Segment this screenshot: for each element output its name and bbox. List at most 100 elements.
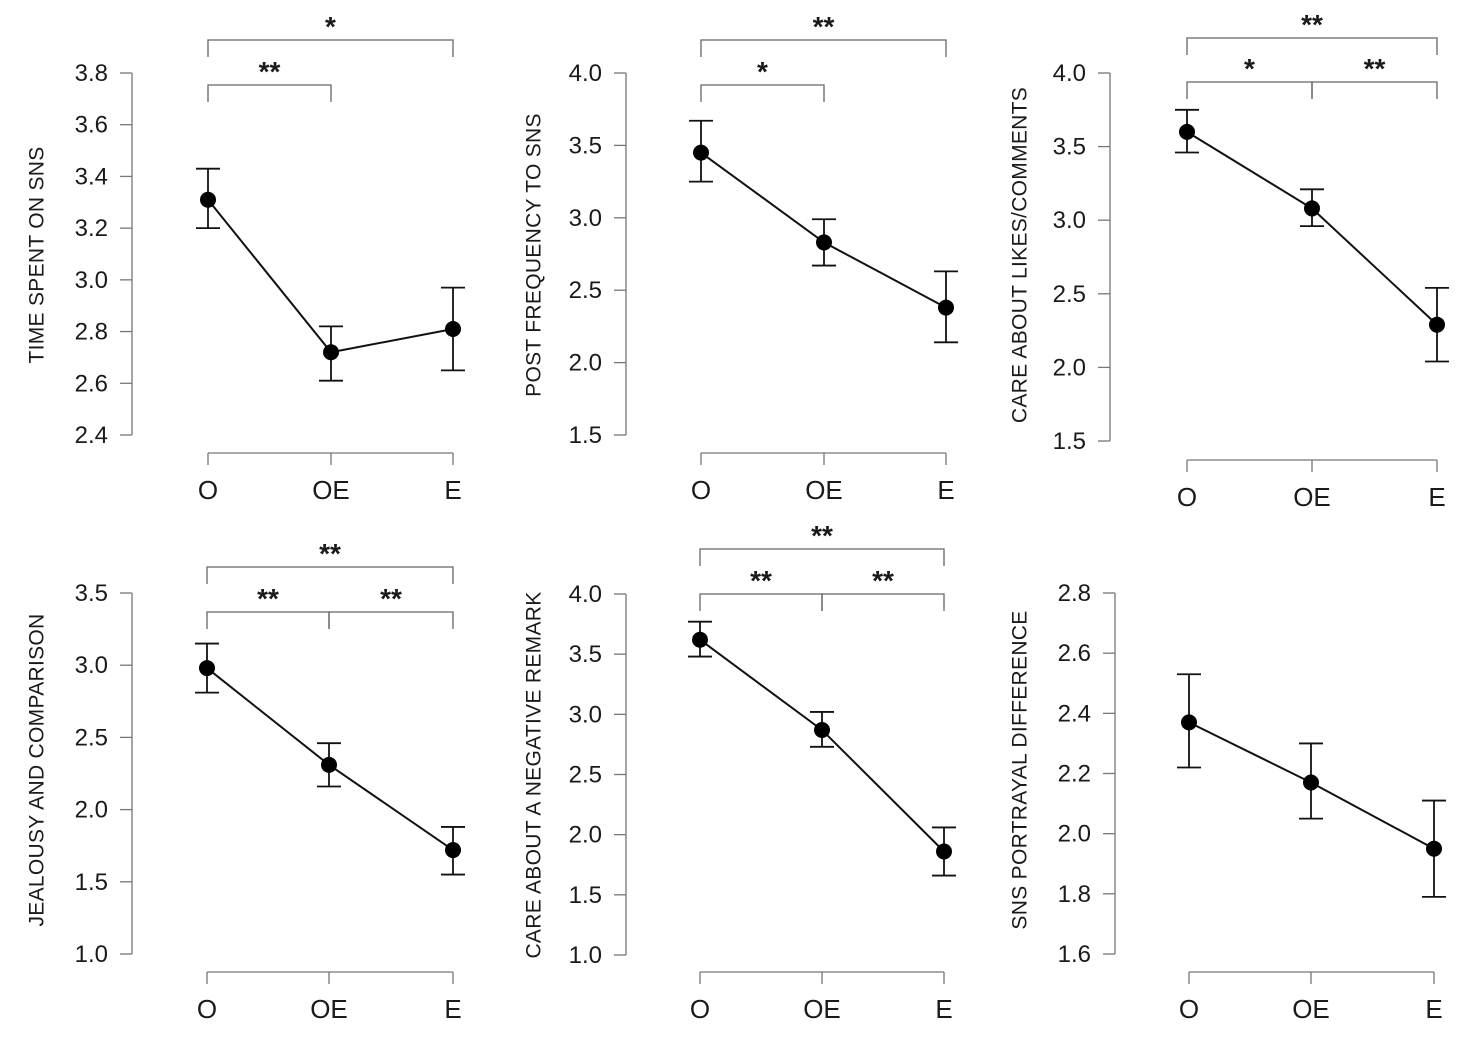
significance-bracket: [206, 566, 454, 584]
data-point: [1181, 714, 1197, 731]
y-tick-label: 2.0: [1058, 821, 1091, 848]
significance-label: **: [319, 538, 341, 569]
y-tick-label: 1.0: [75, 941, 108, 968]
y-tick-label: 1.6: [1058, 941, 1091, 968]
x-category-label: OE: [1292, 994, 1330, 1024]
y-tick-label: 2.6: [1058, 640, 1091, 667]
y-axis-title: POST FREQUENCY TO SNS: [522, 113, 545, 397]
significance-label: **: [1301, 9, 1323, 40]
data-point: [936, 843, 952, 860]
significance-bracket: [700, 84, 825, 102]
x-category-label: OE: [310, 994, 348, 1024]
significance-bracket: [207, 39, 454, 57]
y-tick-label: 3.5: [75, 580, 108, 607]
chart-panel-4: 1.0 1.5 2.0 2.5 3.0 3.5 JEALOUSY AND COMPARISO…: [25, 538, 465, 1024]
data-point: [445, 842, 461, 859]
significance-bracket: [328, 611, 454, 629]
significance-label: **: [813, 11, 835, 42]
data-point: [1179, 123, 1195, 140]
y-tick-label: 2.5: [75, 724, 108, 751]
chart-panel-2: 1.5 2.0 2.5 3.0 3.5 4.0 POST FREQUENCY TO SNS O…: [522, 11, 958, 505]
significance-label: **: [811, 520, 833, 551]
y-tick-label: 3.5: [1053, 134, 1086, 161]
y-tick-label: 4.0: [1053, 60, 1086, 87]
data-point: [321, 756, 337, 773]
x-category-label: OE: [805, 475, 843, 505]
data-point: [693, 144, 709, 161]
significance-label: **: [750, 565, 772, 596]
y-tick-label: 2.2: [1058, 761, 1091, 788]
y-tick-label: 2.8: [75, 319, 108, 346]
y-tick-label: 2.4: [1058, 700, 1091, 727]
chart-panel-1: 2.4 2.6 2.8 3.0 3.2 3.4 3.6 3.8 TIME SPENT ON SN…: [25, 11, 465, 505]
significance-label: **: [257, 583, 279, 614]
significance-bracket: [700, 39, 947, 57]
y-tick-label: 1.5: [1053, 428, 1086, 455]
x-category-label: O: [197, 994, 217, 1024]
series-line: [1186, 131, 1438, 326]
data-point: [200, 191, 216, 208]
y-tick-label: 2.0: [75, 797, 108, 824]
y-tick-label: 3.0: [569, 701, 602, 728]
significance-label: **: [380, 583, 402, 614]
y-tick-label: 3.0: [75, 267, 108, 294]
y-tick-label: 2.5: [1053, 281, 1086, 308]
chart-panel-6: 1.6 1.8 2.0 2.2 2.4 2.6 2.8 SNS PORTRAYAL DIFFE…: [1008, 580, 1446, 1024]
y-tick-label: 1.5: [569, 422, 602, 449]
y-tick-label: 1.0: [569, 942, 602, 969]
y-tick-label: 3.0: [569, 205, 602, 232]
significance-label: *: [325, 11, 336, 42]
y-tick-label: 3.5: [569, 132, 602, 159]
data-point: [816, 234, 832, 251]
y-tick-label: 3.8: [75, 60, 108, 87]
x-category-label: E: [937, 475, 954, 505]
significance-bracket: [1186, 37, 1438, 55]
y-tick-label: 2.5: [569, 277, 602, 304]
x-category-label: E: [444, 994, 461, 1024]
y-tick-label: 3.0: [1053, 207, 1086, 234]
x-category-label: OE: [312, 475, 350, 505]
y-tick-label: 3.5: [569, 641, 602, 668]
significance-bracket: [699, 593, 823, 611]
x-category-label: O: [198, 475, 218, 505]
significance-label: *: [1244, 53, 1255, 84]
x-category-label: OE: [1293, 482, 1331, 512]
chart-panel-3: 1.5 2.0 2.5 3.0 3.5 4.0 CARE ABOUT LIKES/COMME…: [1008, 9, 1449, 512]
y-tick-label: 2.0: [569, 350, 602, 377]
x-category-label: E: [935, 994, 952, 1024]
y-axis-title: TIME SPENT ON SNS: [25, 146, 48, 363]
y-axis-title: CARE ABOUT LIKES/COMMENTS: [1008, 87, 1031, 423]
y-tick-label: 3.2: [75, 215, 108, 242]
data-point: [323, 344, 339, 361]
x-category-label: O: [691, 475, 711, 505]
data-point: [692, 631, 708, 648]
data-point: [445, 320, 461, 337]
x-category-label: OE: [803, 994, 841, 1024]
data-point: [199, 660, 215, 677]
data-point: [938, 299, 954, 316]
significance-label: **: [1364, 53, 1386, 84]
chart-panel-5: 1.0 1.5 2.0 2.5 3.0 3.5 4.0 CARE ABOUT A NEGATI…: [522, 520, 956, 1024]
x-category-label: E: [1425, 994, 1442, 1024]
significance-label: **: [872, 565, 894, 596]
x-category-label: O: [1179, 994, 1199, 1024]
y-tick-label: 2.0: [569, 822, 602, 849]
significance-bracket: [206, 611, 330, 629]
x-category-label: O: [690, 994, 710, 1024]
x-category-label: E: [444, 475, 461, 505]
significance-bracket: [1311, 81, 1438, 99]
y-tick-label: 4.0: [569, 60, 602, 87]
y-tick-label: 3.4: [75, 163, 108, 190]
significance-label: *: [757, 56, 768, 87]
y-tick-label: 2.4: [75, 422, 108, 449]
x-category-label: E: [1428, 482, 1445, 512]
y-axis-title: SNS PORTRAYAL DIFFERENCE: [1008, 610, 1031, 929]
y-tick-label: 1.5: [569, 882, 602, 909]
y-tick-label: 1.8: [1058, 881, 1091, 908]
data-point: [814, 721, 830, 738]
significance-bracket: [207, 84, 332, 102]
data-point: [1303, 774, 1319, 791]
y-axis-title: JEALOUSY AND COMPARISON: [25, 613, 48, 926]
significance-bracket: [821, 593, 945, 611]
